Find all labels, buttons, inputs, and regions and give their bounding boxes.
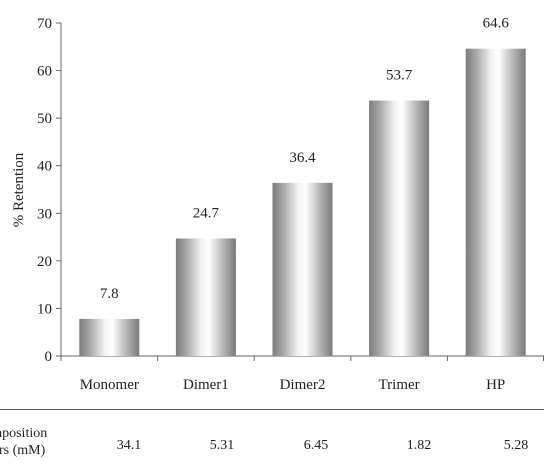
y-tick-label: 70 bbox=[37, 16, 52, 32]
table-cell: 34.1 bbox=[116, 438, 142, 453]
bars bbox=[79, 48, 526, 357]
table-row-label: composition hours (mM) bbox=[0, 426, 48, 458]
x-tick-label: Dimer2 bbox=[280, 377, 326, 393]
y-tick-label: 60 bbox=[37, 64, 52, 80]
data-label: 53.7 bbox=[386, 68, 413, 84]
y-tick-label: 40 bbox=[37, 159, 52, 175]
x-tick-label: Trimer bbox=[379, 377, 420, 393]
y-tick-label: 10 bbox=[37, 301, 52, 317]
data-label: 64.6 bbox=[483, 16, 510, 32]
data-labels: 7.8 24.7 36.4 53.7 64.6 bbox=[100, 16, 509, 302]
x-axis: Monomer Dimer1 Dimer2 Trimer HP bbox=[60, 355, 544, 393]
bar-chart: 0 10 20 30 40 50 60 70 Monomer Dimer1 Dimer2 Trime… bbox=[11, 16, 544, 393]
x-tick-label: Monomer bbox=[80, 377, 139, 393]
y-tick-label: 20 bbox=[37, 254, 52, 270]
bar bbox=[175, 238, 236, 356]
data-label: 24.7 bbox=[193, 205, 220, 221]
table-cell: 6.45 bbox=[303, 438, 329, 453]
x-tick-label: HP bbox=[486, 377, 505, 393]
data-label: 7.8 bbox=[100, 286, 119, 302]
y-tick-label: 50 bbox=[37, 111, 52, 127]
bar bbox=[465, 48, 526, 357]
y-axis-label: % Retention bbox=[11, 152, 27, 227]
table-cell: 1.82 bbox=[406, 438, 432, 453]
table-cell: 5.28 bbox=[503, 438, 529, 453]
table-divider bbox=[0, 409, 544, 410]
table-cell: 5.31 bbox=[209, 438, 235, 453]
y-tick-label: 0 bbox=[45, 349, 53, 365]
x-tick-label: Dimer1 bbox=[183, 377, 229, 393]
bar bbox=[272, 182, 333, 356]
bar bbox=[369, 100, 430, 356]
y-tick-label: 30 bbox=[37, 206, 52, 222]
bar bbox=[79, 318, 140, 356]
y-axis: 0 10 20 30 40 50 60 70 bbox=[37, 16, 62, 365]
data-label: 36.4 bbox=[289, 150, 316, 166]
